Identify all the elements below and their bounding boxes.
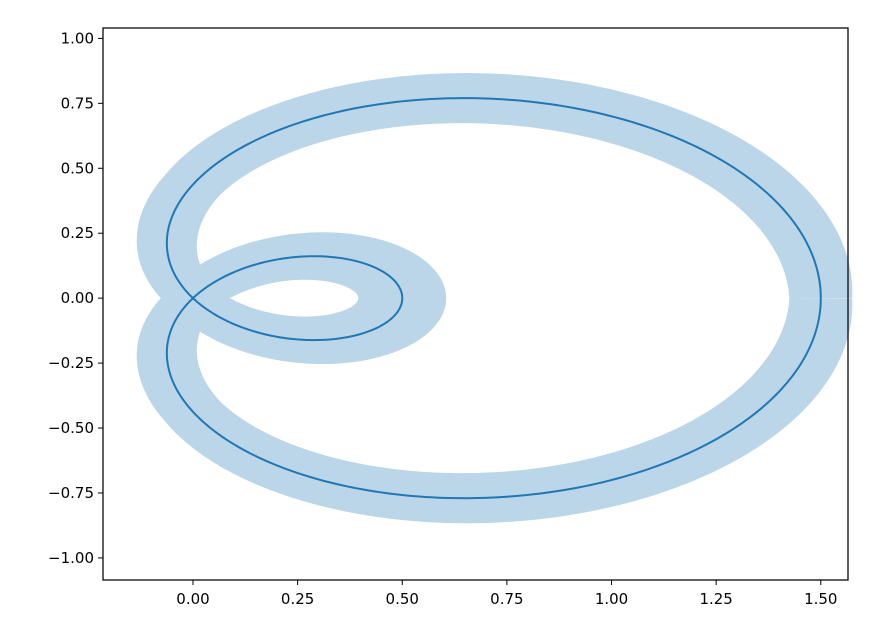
y-tick-label: −0.75 [48, 484, 94, 502]
y-axis: 1.00 0.75 0.50 0.25 0.00 −0.25 −0.50 −0.75 −1.00 [48, 29, 103, 567]
y-tick-label: −0.50 [48, 419, 94, 437]
y-tick-label: 0.50 [61, 159, 94, 177]
axes-frame [102, 27, 849, 581]
y-tick-label: 0.00 [61, 289, 94, 307]
x-axis: 0.00 0.25 0.50 0.75 1.00 1.25 1.50 [176, 580, 837, 608]
x-tick-label: 0.50 [386, 590, 419, 608]
y-tick-label: 0.75 [61, 94, 94, 112]
x-tick-label: 0.00 [176, 590, 209, 608]
x-tick-label: 0.25 [281, 590, 314, 608]
x-tick-label: 0.75 [490, 590, 523, 608]
y-tick-label: 0.25 [61, 224, 94, 242]
x-tick-label: 1.00 [595, 590, 628, 608]
series-line [165, 97, 822, 500]
x-tick-label: 1.25 [699, 590, 732, 608]
plot-area [136, 73, 853, 524]
y-tick-label: 1.00 [61, 29, 94, 47]
y-tick-label: −1.00 [48, 549, 94, 567]
y-tick-label: −0.25 [48, 354, 94, 372]
x-tick-label: 1.50 [804, 590, 837, 608]
